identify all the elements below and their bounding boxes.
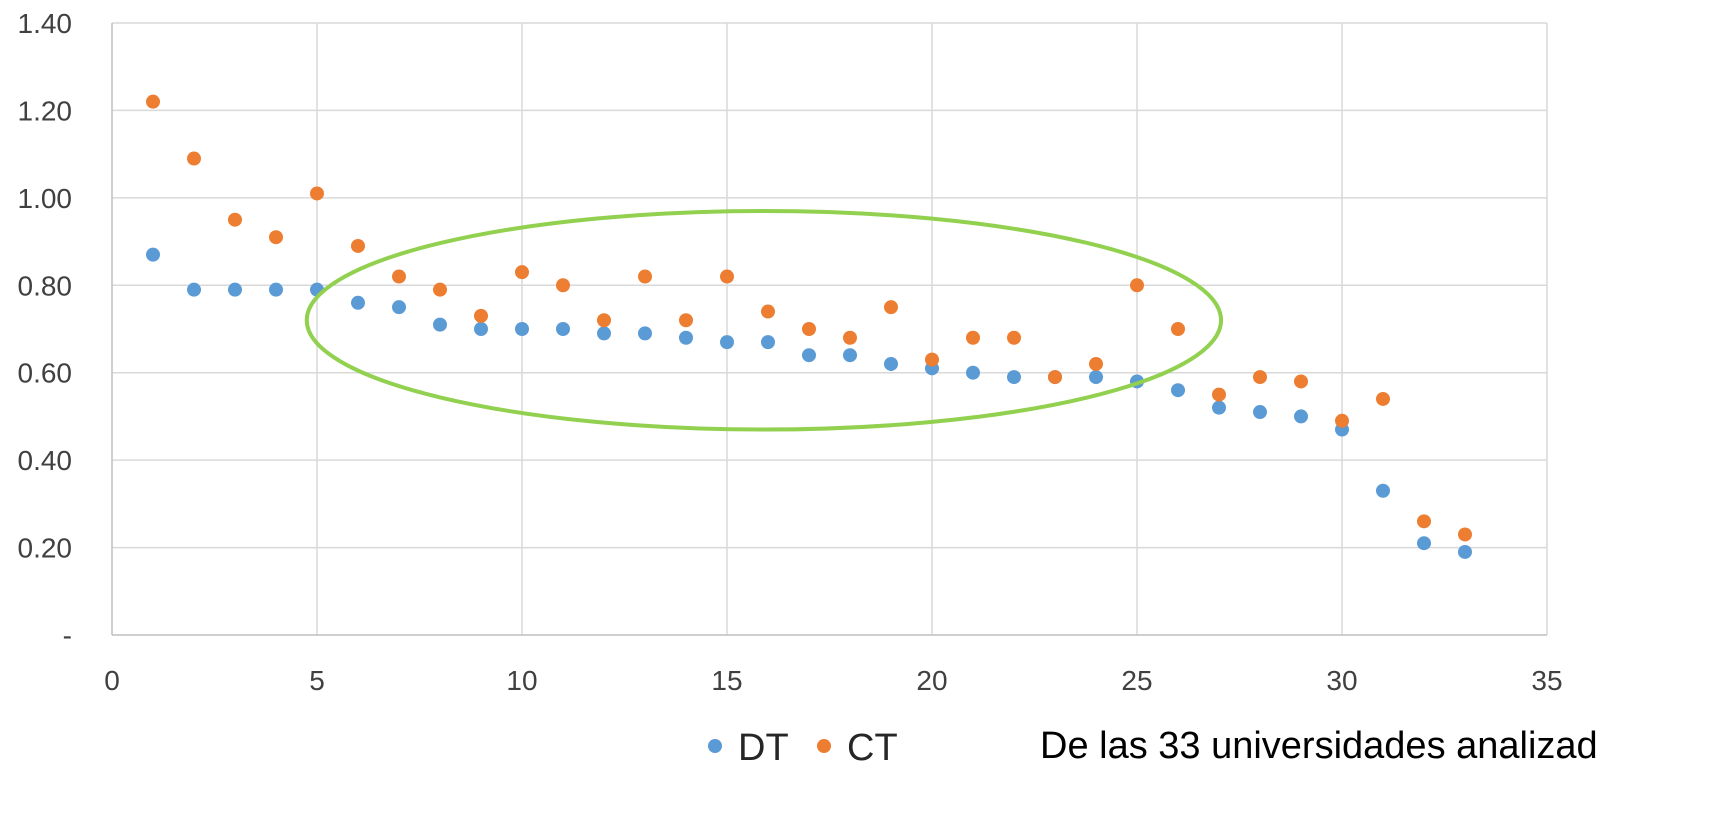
point-ct (1376, 391, 1390, 406)
point-ct (597, 313, 611, 328)
point-ct (474, 308, 488, 323)
point-ct (1212, 387, 1226, 402)
point-dt (638, 326, 652, 341)
point-ct (269, 230, 283, 245)
x-tick-label: 20 (916, 665, 947, 696)
point-ct (433, 282, 447, 297)
point-dt (228, 282, 242, 297)
point-ct (925, 352, 939, 367)
y-tick-label: 1.20 (18, 95, 73, 126)
point-dt (597, 326, 611, 341)
x-tick-label: 35 (1531, 665, 1562, 696)
point-ct (310, 186, 324, 201)
point-ct (228, 212, 242, 227)
point-dt (1417, 536, 1431, 551)
point-dt (1171, 383, 1185, 398)
point-ct (720, 269, 734, 284)
y-tick-label: 1.00 (18, 183, 73, 214)
y-tick-label: 0.20 (18, 533, 73, 564)
point-ct (1171, 322, 1185, 336)
point-dt (1253, 405, 1267, 420)
point-dt (679, 330, 693, 345)
point-dt (474, 322, 488, 336)
point-dt (515, 322, 529, 336)
point-ct (1089, 356, 1103, 371)
point-ct (1253, 370, 1267, 385)
data-points (146, 94, 1472, 559)
legend-label-dt: DT (738, 727, 789, 769)
y-tick-label: - (63, 620, 72, 651)
annotation (304, 208, 1224, 432)
point-dt (720, 335, 734, 350)
point-ct (515, 265, 529, 280)
point-dt (269, 282, 283, 297)
x-tick-label: 10 (506, 665, 537, 696)
point-ct (146, 94, 160, 109)
point-ct (187, 151, 201, 166)
point-dt (392, 300, 406, 315)
y-tick-label: 1.40 (18, 8, 73, 39)
chart-caption: De las 33 universidades analizad (1040, 725, 1598, 767)
tick-labels: 0 5 10 15 20 25 30 35 - 0.20 0.40 0.60 0.80 1.00 1.20 1… (18, 8, 1563, 696)
point-ct (843, 330, 857, 345)
point-ct (1007, 330, 1021, 345)
point-ct (1294, 374, 1308, 389)
point-ct (1130, 278, 1144, 293)
point-dt (1212, 400, 1226, 415)
legend-label-ct: CT (847, 727, 898, 769)
point-ct (638, 269, 652, 284)
axes (111, 23, 1547, 636)
point-ct (966, 330, 980, 345)
x-tick-label: 25 (1121, 665, 1152, 696)
point-dt (556, 322, 570, 336)
y-tick-label: 0.60 (18, 358, 73, 389)
point-ct (392, 269, 406, 284)
point-ct (351, 238, 365, 253)
x-tick-label: 30 (1326, 665, 1357, 696)
point-dt (1089, 370, 1103, 385)
x-tick-label: 0 (104, 665, 120, 696)
point-ct (1335, 413, 1349, 428)
point-dt (1007, 370, 1021, 385)
y-tick-label: 0.40 (18, 445, 73, 476)
legend-marker-dt (708, 739, 722, 753)
x-tick-label: 5 (309, 665, 325, 696)
point-ct (1458, 527, 1472, 542)
highlight-ellipse (304, 208, 1224, 432)
point-dt (966, 365, 980, 380)
point-dt (884, 356, 898, 371)
point-ct (884, 300, 898, 315)
point-dt (843, 348, 857, 363)
point-dt (1294, 409, 1308, 424)
point-ct (1048, 370, 1062, 385)
grid-lines (112, 22, 1548, 635)
point-ct (679, 313, 693, 328)
point-dt (351, 295, 365, 310)
legend-marker-ct (817, 739, 831, 753)
point-dt (146, 247, 160, 262)
point-dt (761, 335, 775, 350)
legend: DT CT (708, 727, 898, 769)
point-dt (433, 317, 447, 332)
point-dt (1458, 544, 1472, 559)
y-tick-label: 0.80 (18, 270, 73, 301)
x-tick-label: 15 (711, 665, 742, 696)
point-ct (556, 278, 570, 293)
point-ct (802, 322, 816, 336)
point-dt (187, 282, 201, 297)
point-dt (802, 348, 816, 363)
point-ct (1417, 514, 1431, 529)
point-ct (761, 304, 775, 319)
point-dt (1376, 483, 1390, 498)
